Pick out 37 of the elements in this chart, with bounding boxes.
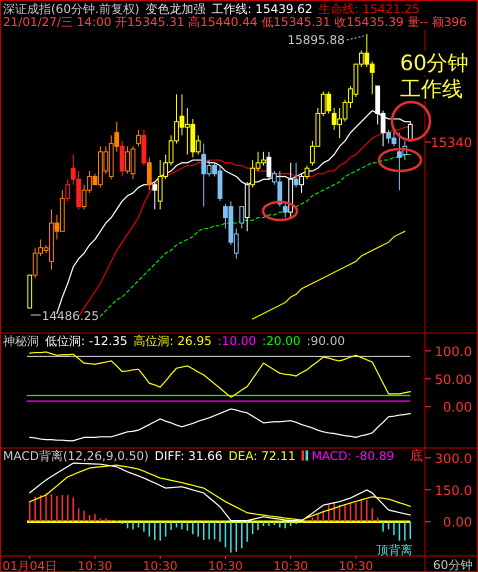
- text: 60分钟: [433, 558, 472, 572]
- chart-subtitle: 21/01/27/三 14:00 开15345.31 高15440.44 低15345.31 收15435.39 量-- 额396: [3, 15, 467, 29]
- x-tick-label: 10:30: [208, 559, 243, 572]
- ref-line-label: :20.00: [262, 334, 301, 348]
- line-series: [29, 408, 411, 442]
- ref-line-label: :90.00: [306, 334, 345, 348]
- text: 低位洞: -12.35: [45, 334, 128, 348]
- text: 14486.25: [42, 309, 99, 323]
- x-tick-label: 01月04日: [2, 559, 57, 572]
- x-tick-label: 10:30: [142, 559, 178, 572]
- y-tick-label: 100.0: [434, 344, 472, 360]
- y-tick-label: 300.0: [434, 452, 472, 467]
- annotation: 15895.88: [288, 33, 345, 47]
- y-tick-label: 150.0: [434, 484, 472, 499]
- x-tick-label: 10:30: [338, 559, 374, 572]
- ref-line-label: :10.00: [218, 334, 256, 348]
- text: 工作线: 15439.62: [211, 2, 313, 16]
- series-label: DIFF: 31.66: [154, 449, 223, 463]
- legend-label: MACD: -80.89: [312, 449, 394, 463]
- line-series: [29, 351, 411, 398]
- annotation: 顶背离: [376, 543, 412, 557]
- x-tick-label: 10:30: [273, 559, 308, 572]
- annotation: 底: [410, 449, 423, 464]
- y-tick-label: 0.00: [443, 516, 472, 531]
- y-tick-label: 50.00: [434, 372, 472, 388]
- chart-title: 深证成指(60分钟.前复权): [3, 2, 140, 16]
- y-tick-label: 0.00: [443, 400, 472, 416]
- chart-title: 神秘洞: [3, 334, 39, 348]
- text: 生命线: 15421.25: [318, 2, 420, 16]
- chart-title: MACD背离(12,26,9,0.50): [3, 449, 149, 463]
- x-tick-label: 10:30: [78, 559, 112, 572]
- series-label: 高位洞: 26.95: [134, 334, 212, 348]
- annotation: 工作线: [400, 77, 463, 101]
- annotation: 60分钟: [400, 51, 469, 75]
- text: 15340: [430, 136, 472, 151]
- text: 变色龙加强: [145, 2, 206, 16]
- text: DEA: 72.11: [228, 449, 296, 463]
